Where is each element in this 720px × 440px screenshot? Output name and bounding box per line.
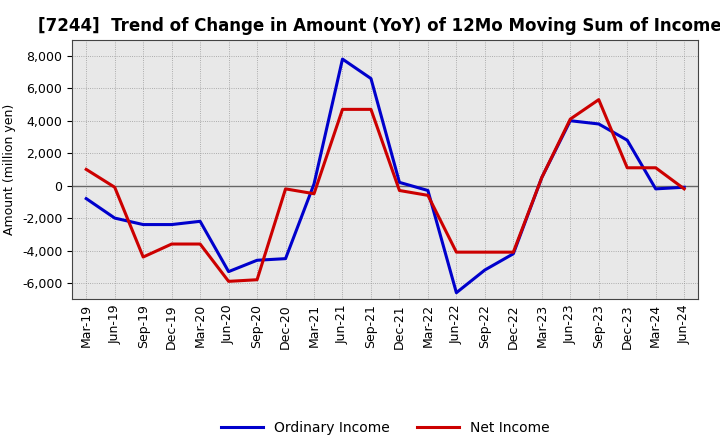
Ordinary Income [537,175,546,180]
Net Income [623,165,631,170]
Ordinary Income [253,258,261,263]
Net Income [595,97,603,102]
Ordinary Income [196,219,204,224]
Net Income [110,185,119,190]
Net Income [253,277,261,282]
Ordinary Income [452,290,461,295]
Net Income [167,242,176,247]
Ordinary Income [110,216,119,221]
Ordinary Income [509,251,518,257]
Ordinary Income [139,222,148,227]
Net Income [680,186,688,191]
Ordinary Income [423,188,432,193]
Ordinary Income [395,180,404,185]
Net Income [537,175,546,180]
Ordinary Income [623,138,631,143]
Ordinary Income [595,121,603,127]
Ordinary Income [366,76,375,81]
Ordinary Income [225,269,233,274]
Legend: Ordinary Income, Net Income: Ordinary Income, Net Income [215,415,555,440]
Net Income [366,107,375,112]
Net Income [225,279,233,284]
Ordinary Income [652,186,660,191]
Ordinary Income [167,222,176,227]
Net Income [423,193,432,198]
Ordinary Income [282,256,290,261]
Net Income [310,191,318,196]
Ordinary Income [310,181,318,187]
Net Income [139,254,148,260]
Net Income [338,107,347,112]
Line: Net Income: Net Income [86,99,684,281]
Net Income [509,249,518,255]
Net Income [395,188,404,193]
Line: Ordinary Income: Ordinary Income [86,59,684,293]
Y-axis label: Amount (million yen): Amount (million yen) [4,104,17,235]
Net Income [196,242,204,247]
Ordinary Income [480,268,489,273]
Ordinary Income [680,185,688,190]
Net Income [282,186,290,191]
Ordinary Income [82,196,91,201]
Net Income [452,249,461,255]
Title: [7244]  Trend of Change in Amount (YoY) of 12Mo Moving Sum of Incomes: [7244] Trend of Change in Amount (YoY) o… [38,17,720,35]
Net Income [480,249,489,255]
Net Income [652,165,660,170]
Ordinary Income [338,56,347,62]
Net Income [82,167,91,172]
Ordinary Income [566,118,575,123]
Net Income [566,117,575,122]
